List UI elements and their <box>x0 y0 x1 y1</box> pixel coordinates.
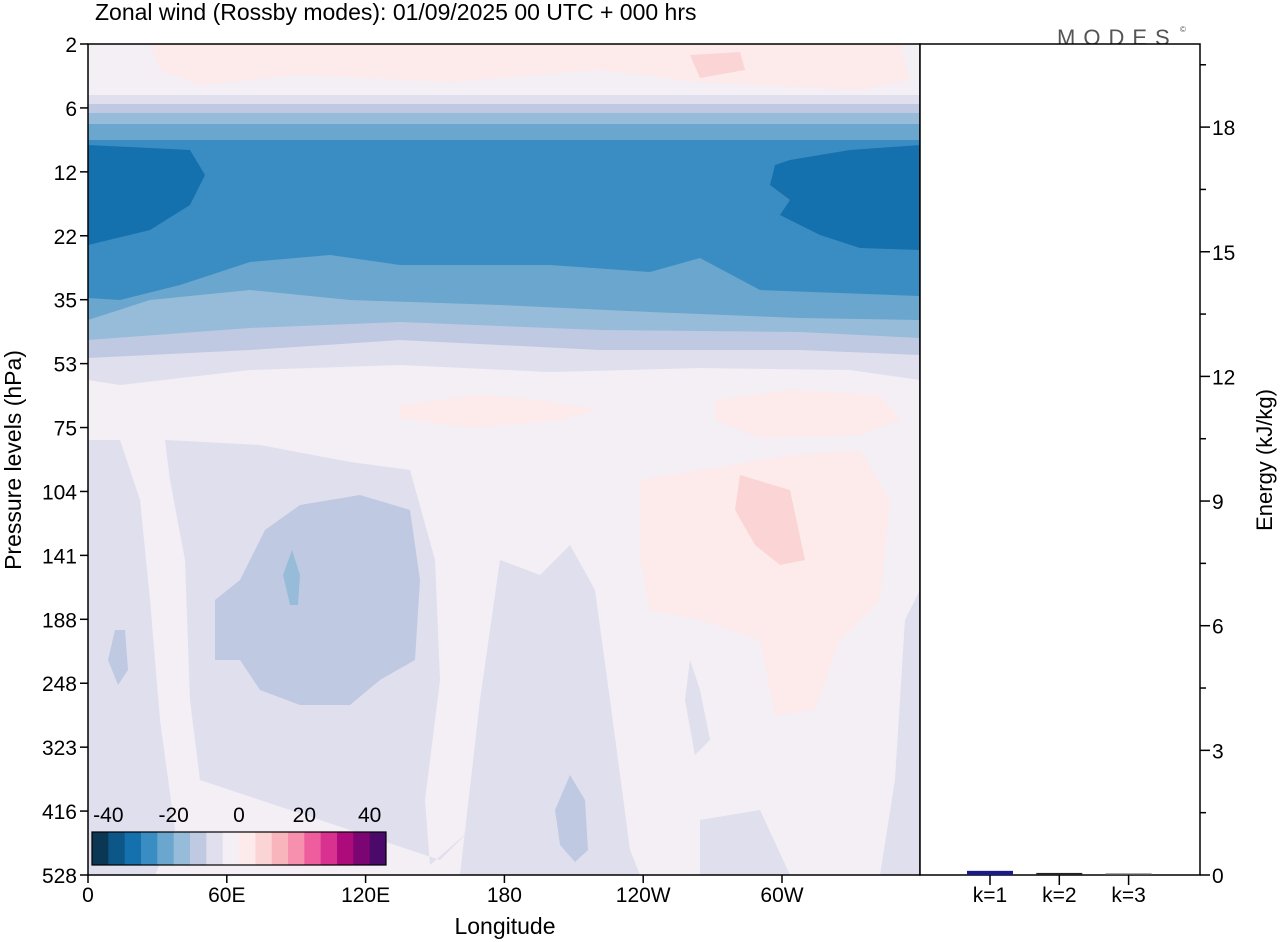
longitude-axis: 0 60E 120E 180 120W 60W <box>82 875 804 907</box>
y-tick-label: 75 <box>54 418 77 441</box>
colorbar-frame <box>91 831 387 866</box>
energy-category-label: k=2 <box>1042 884 1076 907</box>
colorbar-swatch <box>141 832 158 865</box>
energy-bar-k=3 <box>1105 873 1152 875</box>
colorbar-swatch <box>92 832 109 865</box>
x-tick-label: 0 <box>82 884 94 907</box>
energy-category-label: k=1 <box>973 884 1007 907</box>
energy-axis-label: Energy (kJ/kg) <box>1252 389 1277 531</box>
colorbar-swatch <box>108 832 126 865</box>
x-tick-label: 120E <box>341 884 390 907</box>
contour-pink-mid-1 <box>400 395 600 428</box>
contour-pink-lower-east <box>640 450 890 715</box>
colorbar-tick-label: -40 <box>93 804 123 827</box>
contour-pink-mid-2 <box>715 390 900 438</box>
energy-bar-k=2 <box>1036 872 1083 875</box>
y-tick-label: 248 <box>42 673 77 696</box>
colorbar-swatch <box>206 832 224 865</box>
y-tick-label: 2 <box>65 34 77 57</box>
contour-pink-lower-core <box>735 475 805 565</box>
y-tick-label: 6 <box>65 98 77 121</box>
colorbar-swatch <box>222 832 240 865</box>
y-tick-label: 416 <box>42 801 77 824</box>
energy-tick-label: 12 <box>1212 366 1235 389</box>
energy-bar-chart: 0 3 6 9 12 15 18 k=1 k=2 k=3 <box>967 64 1235 907</box>
chart-title: Zonal wind (Rossby modes): 01/09/2025 00… <box>95 0 697 25</box>
contour-blue-mid-blob <box>215 495 420 705</box>
colorbar-swatch <box>320 832 338 865</box>
colorbar-swatch <box>271 832 289 865</box>
colorbar-swatch <box>304 832 322 865</box>
contour-level-neg25 <box>88 140 920 300</box>
x-tick-label: 180 <box>487 884 522 907</box>
contour-level-neg30-east <box>770 145 920 250</box>
logo-mark: © <box>1180 25 1186 34</box>
y-tick-label: 35 <box>54 290 77 313</box>
x-tick-label: 60W <box>760 884 803 907</box>
contour-blue-lower-spot-1 <box>108 630 128 685</box>
contour-blue-lower-east <box>700 810 790 875</box>
y-tick-label: 141 <box>42 545 77 568</box>
y-tick-label: 22 <box>54 226 77 249</box>
energy-tick-label: 18 <box>1212 117 1235 140</box>
contour-blue-lower-west <box>88 440 175 875</box>
colorbar-tick-label: 40 <box>358 804 381 827</box>
y-tick-label: 528 <box>42 865 77 888</box>
x-axis-label: Longitude <box>454 913 555 939</box>
colorbar-tick-label: 0 <box>233 804 245 827</box>
y-tick-label: 188 <box>42 609 77 632</box>
x-tick-label: 60E <box>208 884 245 907</box>
contour-field <box>87 43 921 876</box>
energy-tick-label: 0 <box>1212 865 1224 888</box>
energy-tick-label: 9 <box>1212 491 1224 514</box>
colorbar-tick-label: 20 <box>293 804 316 827</box>
contour-blue-lower-spot-2 <box>555 775 588 862</box>
y-tick-label: 104 <box>42 481 77 504</box>
energy-tick-label: 15 <box>1212 242 1235 265</box>
energy-bar-k=1 <box>967 870 1013 875</box>
energy-category-label: k=3 <box>1111 884 1145 907</box>
colorbar-swatch <box>369 832 387 865</box>
colorbar-tick-label: -20 <box>158 804 188 827</box>
y-tick-label: 53 <box>54 354 77 377</box>
y-axis-label: Pressure levels (hPa) <box>0 350 26 570</box>
colorbar-swatch <box>288 832 305 865</box>
colorbar-swatch <box>337 832 354 865</box>
contour-blue-lower-edge <box>880 590 920 875</box>
y-tick-label: 12 <box>54 162 77 185</box>
energy-tick-label: 3 <box>1212 740 1224 763</box>
colorbar-swatch <box>353 832 371 865</box>
energy-panel <box>919 43 1201 876</box>
contour-blue-mid-core <box>283 550 300 605</box>
contour-pink-top-2 <box>690 52 745 78</box>
x-tick-label: 120W <box>616 884 671 907</box>
colorbar-swatch <box>239 832 256 865</box>
y-tick-label: 323 <box>42 737 77 760</box>
colorbar-swatch <box>124 832 142 865</box>
colorbar-swatch <box>157 832 175 865</box>
contour-level-neg30-west <box>88 145 205 245</box>
contour-blue-lower-east-2 <box>685 660 710 755</box>
colorbar-swatch <box>190 832 207 865</box>
colorbar: -40 -20 0 20 40 <box>91 804 387 866</box>
colorbar-swatch <box>255 832 273 865</box>
pressure-axis: 2 6 12 22 35 53 75 104 141 188 248 323 416 528 <box>42 34 88 888</box>
colorbar-swatch <box>173 832 191 865</box>
energy-tick-label: 6 <box>1212 616 1224 639</box>
contour-blue-lower-mid <box>460 545 640 875</box>
